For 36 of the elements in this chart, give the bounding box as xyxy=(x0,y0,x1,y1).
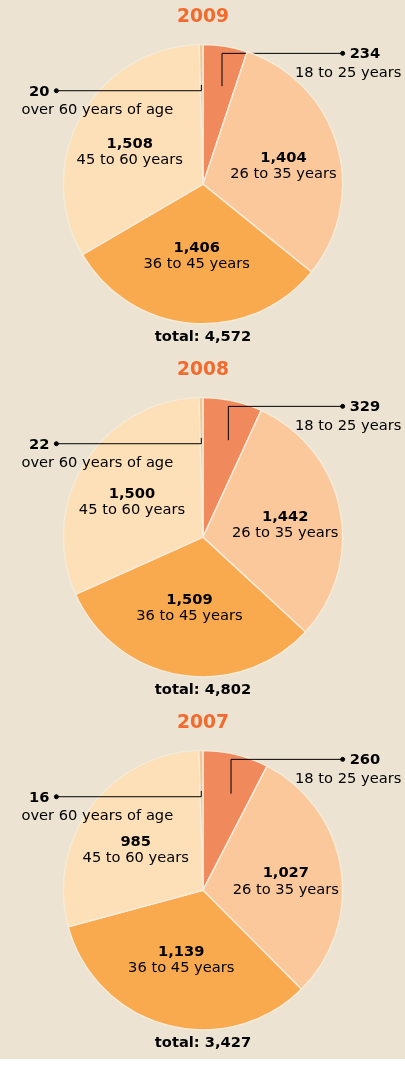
data-label: 234 xyxy=(349,44,381,62)
data-label: 20 xyxy=(28,81,50,99)
data-label: 260 xyxy=(349,750,381,768)
data-label: 16 xyxy=(28,787,50,805)
slice-label: 26 to 35 years xyxy=(232,879,339,897)
data-label: 1,139 xyxy=(158,941,205,959)
slice-label: over 60 years of age xyxy=(21,100,174,118)
chart-title: 2009 xyxy=(177,4,229,26)
data-label: 1,500 xyxy=(108,483,156,501)
slice-label: 45 to 60 years xyxy=(82,848,189,866)
slice-label: 26 to 35 years xyxy=(230,164,337,182)
slice-label: 18 to 25 years xyxy=(294,415,402,433)
slice-label: 36 to 45 years xyxy=(128,957,235,975)
data-label: 1,509 xyxy=(166,589,213,607)
text: total: 4,572 xyxy=(154,327,252,345)
data-label: 1,442 xyxy=(261,507,309,525)
data-label: 329 xyxy=(349,397,381,415)
slice-label: 36 to 45 years xyxy=(143,254,250,272)
slice-label: over 60 years of age xyxy=(21,806,174,824)
slice-label: 36 to 45 years xyxy=(136,606,243,624)
slice-label: 26 to 35 years xyxy=(232,523,339,541)
chart-title: 2007 xyxy=(177,710,229,732)
data-label: 22 xyxy=(28,434,50,452)
slice-label: over 60 years of age xyxy=(21,453,174,471)
slice-label: 18 to 25 years xyxy=(294,62,402,80)
slice-label: 45 to 60 years xyxy=(78,499,186,517)
chart-title: 2008 xyxy=(177,357,229,379)
data-label: 985 xyxy=(120,832,152,850)
data-label: 1,404 xyxy=(260,148,307,166)
data-label: 1,027 xyxy=(262,863,309,881)
slice-label: 45 to 60 years xyxy=(76,150,183,168)
data-label: 1,508 xyxy=(106,133,153,151)
text: total: 4,802 xyxy=(154,680,252,698)
slice-label: 18 to 25 years xyxy=(294,768,402,786)
data-label: 1,406 xyxy=(173,237,220,255)
text: total: 3,427 xyxy=(154,1033,252,1051)
